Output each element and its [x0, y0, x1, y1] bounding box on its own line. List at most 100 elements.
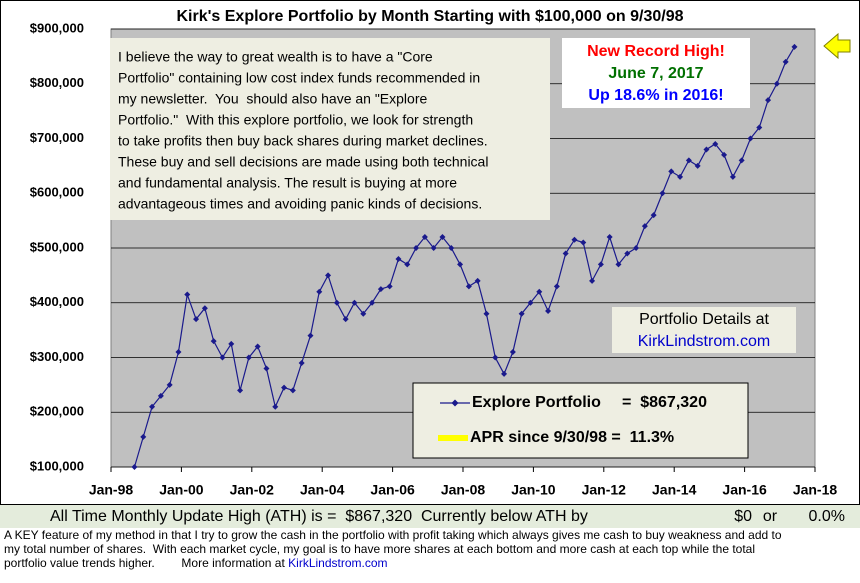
point — [738, 157, 745, 164]
legend-value: = $867,320 — [622, 394, 707, 411]
point — [492, 354, 499, 361]
x-tick-label: Jan-00 — [159, 482, 204, 498]
point — [474, 277, 481, 284]
point — [756, 124, 763, 131]
footer-band — [0, 505, 860, 528]
point — [272, 403, 279, 410]
record-box — [562, 38, 750, 108]
point — [615, 261, 622, 268]
point — [193, 316, 200, 323]
details-box — [612, 307, 796, 353]
point — [413, 245, 420, 251]
x-tick-label: Jan-10 — [511, 482, 556, 498]
record-line: New Record High! — [587, 43, 725, 60]
legend: Explore Portfolio = $867,320 APR since 9/3… — [438, 394, 707, 446]
x-tick-label: Jan-12 — [582, 482, 627, 498]
point — [509, 349, 516, 356]
annotation-line: Portfolio" containing low cost index fun… — [118, 70, 480, 86]
below-amount: $0 — [734, 508, 752, 525]
point — [791, 43, 798, 50]
x-tick-label: Jan-98 — [89, 482, 134, 498]
details-link[interactable]: KirkLindstrom.com — [638, 333, 770, 350]
point — [404, 261, 411, 268]
note: A KEY feature of my method in that I try… — [4, 528, 782, 542]
point — [677, 173, 684, 180]
point — [254, 343, 261, 350]
x-tick-label: Jan-06 — [370, 482, 415, 498]
legend-marker — [451, 399, 459, 407]
point — [571, 236, 578, 243]
point — [589, 277, 596, 284]
chart-title: Kirk's Explore Portfolio by Month Starti… — [176, 8, 683, 25]
record-line: June 7, 2017 — [608, 65, 703, 82]
point — [316, 288, 323, 295]
point — [641, 223, 648, 230]
note: portfolio value trends higher. More info… — [4, 556, 856, 570]
point — [712, 140, 719, 147]
annotation-line: and fundamental analysis. The result is … — [118, 175, 457, 191]
point — [166, 381, 173, 388]
point — [219, 354, 226, 361]
point — [184, 291, 191, 298]
x-tick-label: Jan-18 — [793, 482, 838, 498]
y-tick-label: $700,000 — [30, 130, 84, 145]
point — [580, 239, 587, 246]
y-tick-label: $200,000 — [30, 404, 84, 419]
x-tick-label: Jan-08 — [441, 482, 486, 498]
legend-box — [412, 382, 749, 459]
point — [782, 58, 789, 65]
point — [307, 332, 314, 339]
point — [149, 403, 156, 410]
point — [773, 80, 780, 87]
annotation-line: These buy and sell decisions are made us… — [118, 154, 488, 170]
point — [333, 299, 340, 306]
point — [140, 433, 147, 440]
point — [175, 349, 182, 356]
point — [650, 212, 657, 219]
point — [545, 307, 552, 314]
legend-label: Explore Portfolio — [472, 394, 601, 411]
x-tick-label: Jan-04 — [300, 482, 345, 498]
link[interactable]: KirkLindstrom.com — [288, 556, 388, 570]
point — [721, 151, 728, 158]
annotation-line: advantageous times and avoiding panic ki… — [118, 196, 482, 212]
point — [624, 250, 631, 257]
point — [606, 234, 613, 241]
below-pct: 0.0% — [809, 508, 845, 525]
point — [465, 283, 472, 290]
series-line — [133, 46, 795, 468]
point — [377, 286, 384, 293]
point — [210, 338, 217, 345]
y-tick-label: $100,000 — [30, 458, 84, 473]
point — [703, 146, 710, 153]
ath-text: All Time Monthly Update High (ATH) is = … — [50, 508, 588, 525]
y-tick-label: $900,000 — [30, 20, 84, 35]
annotation-line: I believe the way to great wealth is to … — [118, 49, 433, 65]
note: my total number of shares. With each mar… — [4, 542, 756, 556]
arrow — [823, 32, 851, 60]
point — [342, 316, 349, 323]
details-text: Portfolio Details at — [639, 311, 769, 328]
point — [747, 135, 754, 142]
point — [457, 261, 464, 268]
annotation-line: to take profits then buy back shares dur… — [118, 133, 488, 149]
y-tick-label: $300,000 — [30, 349, 84, 364]
point — [263, 365, 270, 372]
point — [597, 261, 604, 268]
chart: Kirk's Explore Portfolio by Month Starti… — [0, 0, 860, 528]
point — [289, 387, 296, 394]
point — [694, 162, 701, 169]
point — [360, 310, 367, 317]
point — [501, 370, 508, 377]
record-line: Up 18.6% in 2016! — [588, 87, 723, 104]
y-tick-label: $400,000 — [30, 294, 84, 309]
annotation: I believe the way to great wealth is to … — [118, 49, 488, 212]
point — [439, 234, 446, 241]
point — [527, 299, 534, 306]
y-tick-label: $800,000 — [30, 75, 84, 90]
point — [237, 387, 244, 394]
point — [245, 354, 252, 361]
point — [430, 245, 437, 251]
x-tick-label: Jan-16 — [722, 482, 767, 498]
